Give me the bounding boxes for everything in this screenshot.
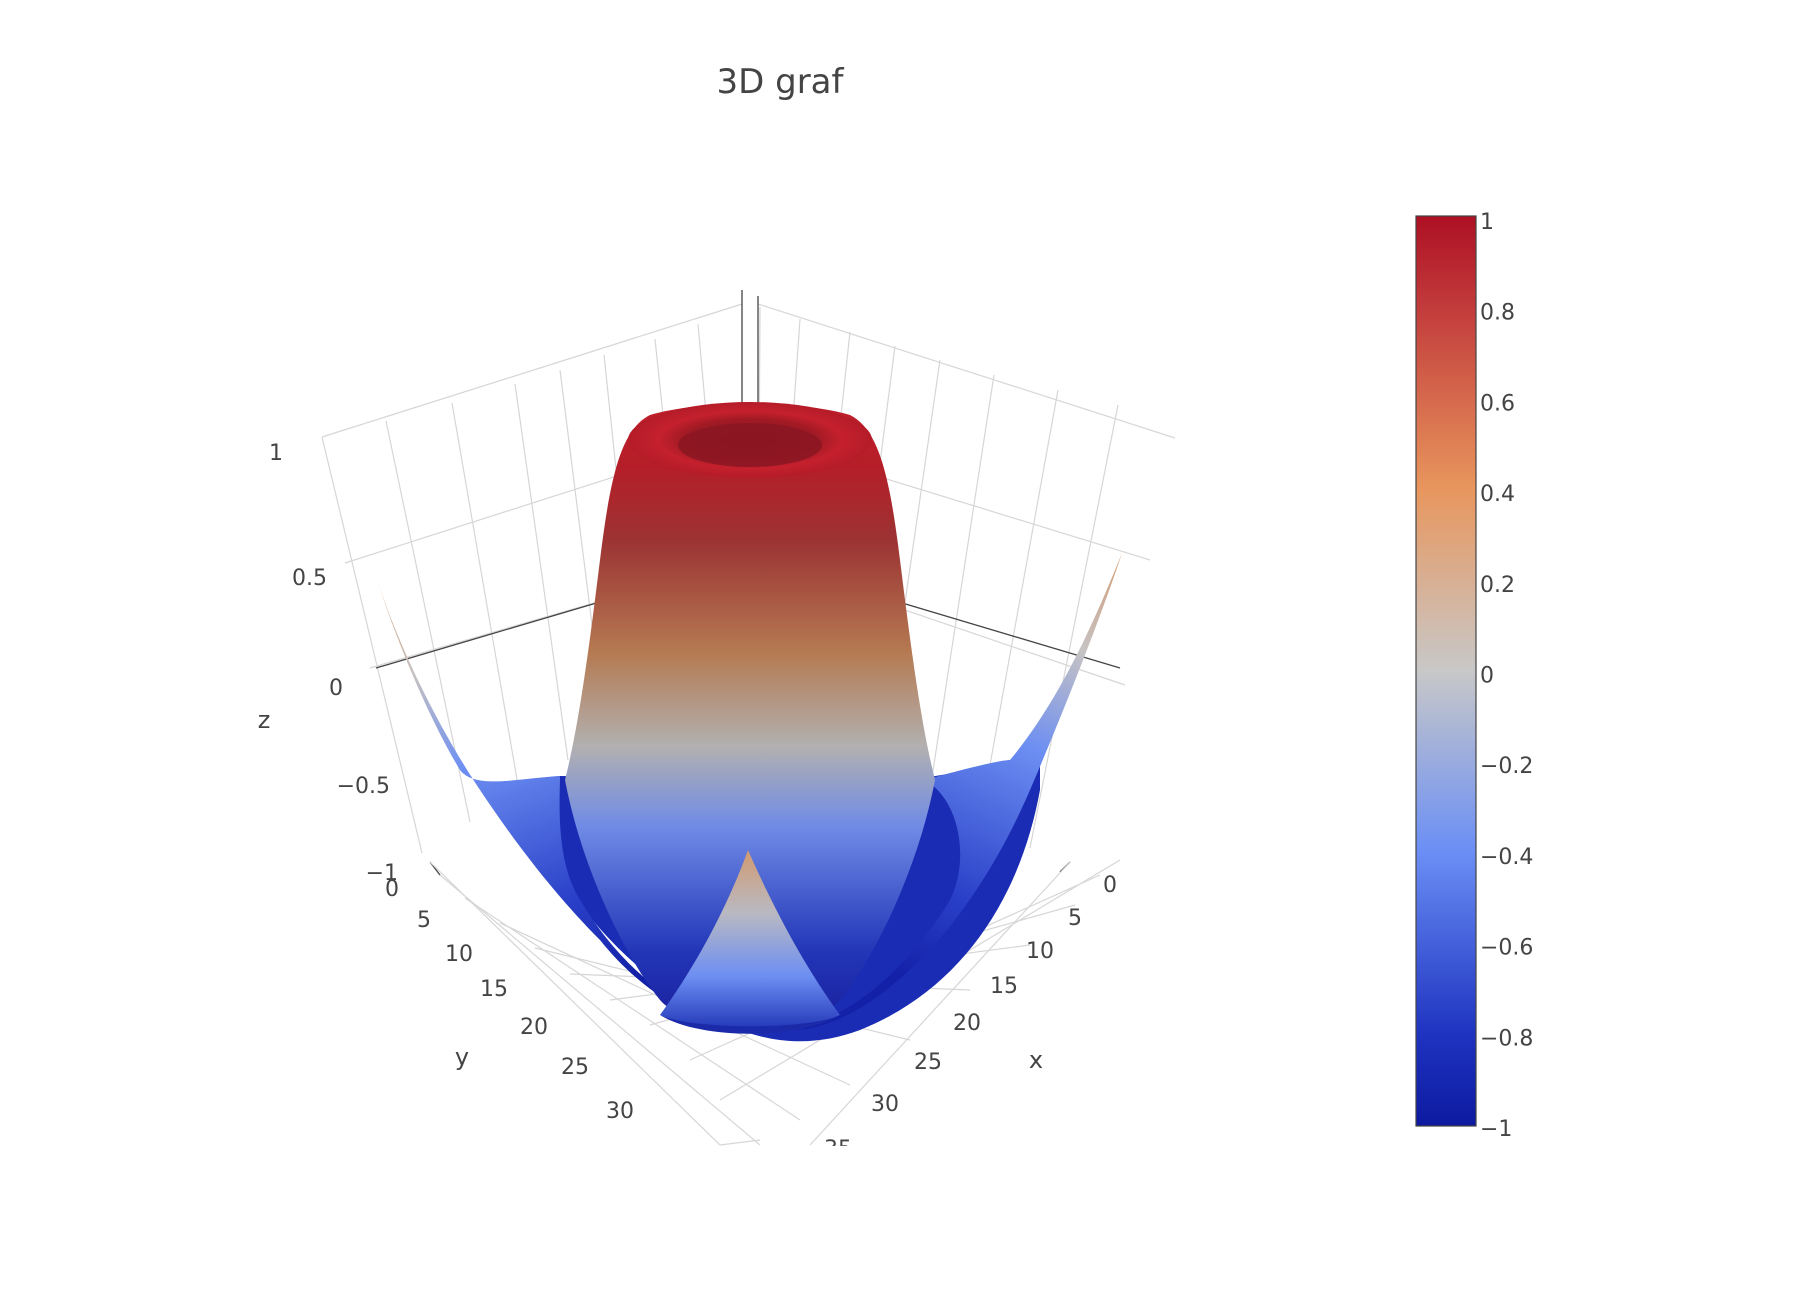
z-tick: 0 <box>329 676 343 701</box>
colorbar: 1 0.8 0.6 0.4 0.2 0 −0.2 −0.4 −0.6 −0.8 −1 <box>1415 210 1533 1142</box>
z-tick: 1 <box>269 441 283 466</box>
y-tick: 30 <box>606 1099 634 1124</box>
x-tick: 5 <box>1068 906 1082 931</box>
surface-wing-right <box>800 553 1122 1030</box>
colorbar-tick: −0.6 <box>1480 936 1533 961</box>
colorbar-tick: −0.8 <box>1480 1026 1533 1051</box>
y-tick: 20 <box>520 1015 548 1040</box>
z-tick: 0.5 <box>292 566 327 591</box>
y-axis: 0 5 10 15 20 25 30 y <box>385 877 634 1124</box>
colorbar-gradient <box>1415 215 1477 1127</box>
colorbar-tick: 0 <box>1480 664 1494 689</box>
z-tick: −1 <box>366 861 398 886</box>
surface-dome <box>565 403 935 1027</box>
y-tick: 10 <box>445 942 473 967</box>
x-tick: 15 <box>990 974 1018 999</box>
colorbar-tick: 0.4 <box>1480 482 1515 507</box>
x-tick: 25 <box>914 1050 942 1075</box>
x-tick: 0 <box>1103 873 1117 898</box>
x-axis-label: x <box>1029 1046 1043 1074</box>
z-axis-label: z <box>258 706 271 734</box>
z-tick: −0.5 <box>337 774 390 799</box>
colorbar-tick: 1 <box>1480 210 1494 235</box>
colorbar-tick: −1 <box>1480 1117 1512 1142</box>
surface-wing-left <box>377 580 740 1030</box>
x-tick: 20 <box>953 1011 981 1036</box>
surface <box>377 402 1122 1042</box>
y-axis-label: y <box>455 1043 469 1071</box>
colorbar-tick: −0.2 <box>1480 754 1533 779</box>
colorbar-tick: 0.6 <box>1480 391 1515 416</box>
colorbar-tick: 0.2 <box>1480 573 1515 598</box>
x-tick: 10 <box>1026 939 1054 964</box>
x-tick: 30 <box>871 1092 899 1117</box>
surface-top-hole <box>678 423 822 467</box>
y-tick: 0 <box>385 877 399 902</box>
chart-title: 3D graf <box>716 62 844 102</box>
y-tick: 25 <box>561 1055 589 1080</box>
y-tick: 15 <box>480 977 508 1002</box>
surface-spike <box>660 850 840 1030</box>
y-tick: 5 <box>417 908 431 933</box>
z-axis: 1 0.5 0 −0.5 −1 z <box>258 441 398 886</box>
colorbar-tick: 0.8 <box>1480 301 1515 326</box>
colorbar-tick: −0.4 <box>1480 845 1533 870</box>
floor-grid-front <box>429 861 1071 1146</box>
